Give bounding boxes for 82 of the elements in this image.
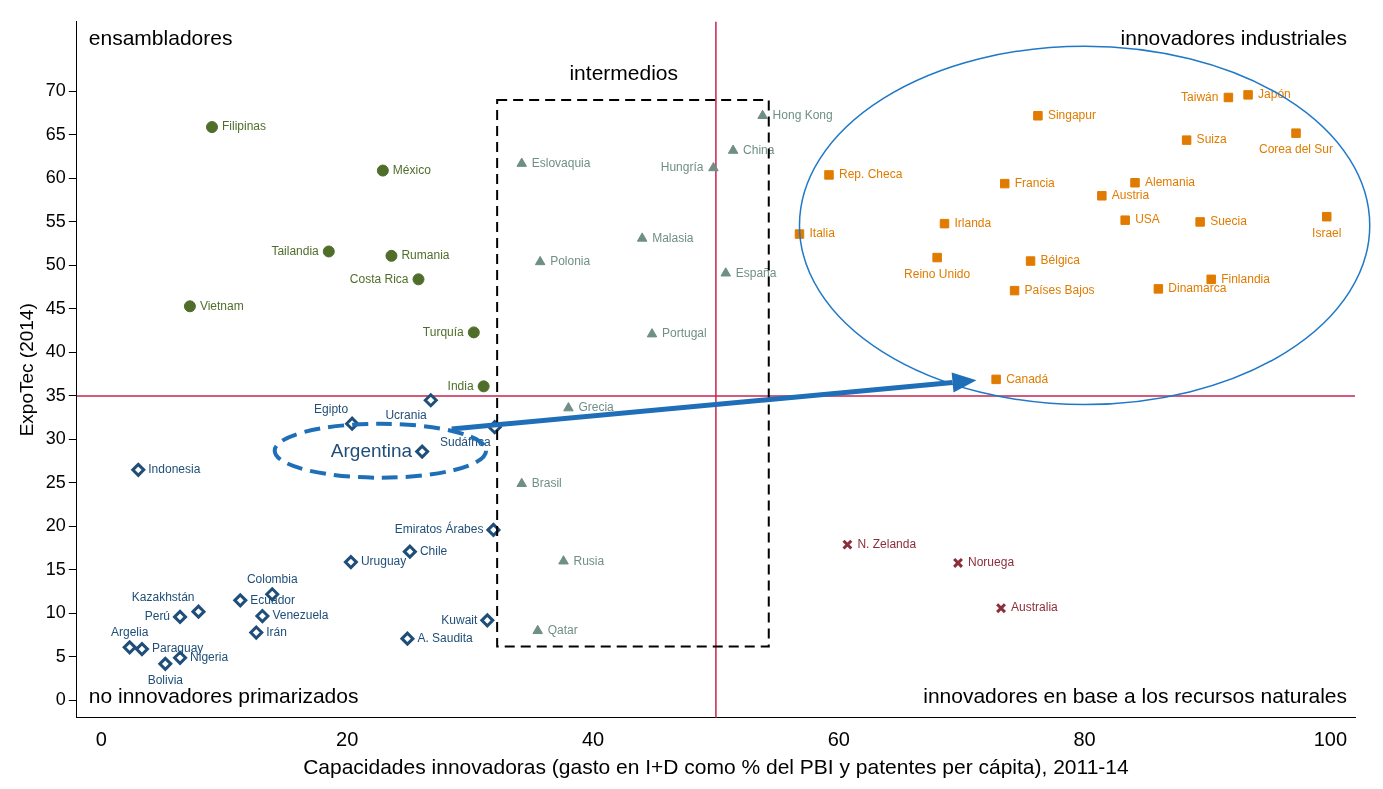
y-axis-title: ExpoTec (2014) xyxy=(15,303,37,437)
data-label: Hong Kong xyxy=(772,108,833,123)
y-tick-label: 40 xyxy=(45,341,66,362)
data-label: Perú xyxy=(144,609,171,624)
y-tick-label: 55 xyxy=(45,210,66,231)
annotation: innovadores industriales xyxy=(1120,26,1347,50)
data-label: Colombia xyxy=(246,571,298,586)
data-label: Turquía xyxy=(422,324,465,339)
data-label: Vietnam xyxy=(199,298,244,313)
data-label: Austria xyxy=(1111,188,1150,203)
data-label: Kazakhstán xyxy=(131,589,195,604)
x-tick-label: 20 xyxy=(336,728,359,751)
data-label: Portugal xyxy=(662,326,707,341)
data-label: Países Bajos xyxy=(1024,282,1095,297)
data-label: China xyxy=(743,142,775,157)
y-tick-label: 25 xyxy=(45,471,66,492)
data-label: Corea del Sur xyxy=(1258,142,1334,157)
data-label: Kuwait xyxy=(441,612,478,627)
y-tick-label: 45 xyxy=(45,297,66,318)
data-label: Irlanda xyxy=(954,215,992,230)
x-tick-label: 80 xyxy=(1073,728,1096,751)
y-tick-label: 65 xyxy=(45,123,66,144)
y-tick-label: 50 xyxy=(45,254,66,275)
data-label: Suiza xyxy=(1196,132,1227,147)
data-label: Irán xyxy=(266,624,287,639)
data-label: Canadá xyxy=(1006,371,1049,386)
data-label: Rumania xyxy=(401,248,450,263)
data-label: Alemania xyxy=(1145,175,1196,190)
data-label: Venezuela xyxy=(272,608,329,623)
data-label: Tailandia xyxy=(271,243,320,258)
data-label: Hungría xyxy=(660,160,704,175)
data-label: Eslovaquia xyxy=(531,155,591,170)
data-label: Indonesia xyxy=(148,462,201,477)
data-label: Argentina xyxy=(330,439,413,461)
data-label: Emiratos Árabes xyxy=(394,521,484,537)
data-label: Qatar xyxy=(547,623,578,638)
y-tick-label: 60 xyxy=(45,167,66,188)
data-label: A. Saudita xyxy=(417,630,474,645)
data-label: Chile xyxy=(419,543,448,558)
data-label: Ucrania xyxy=(385,407,428,422)
y-tick-label: 0 xyxy=(55,689,66,710)
annotation: innovadores en base a los recursos naturales xyxy=(923,684,1347,708)
data-label: Israel xyxy=(1312,225,1342,240)
y-tick-label: 20 xyxy=(45,515,66,536)
data-label: Taiwán xyxy=(1181,89,1219,104)
x-tick-label: 0 xyxy=(95,728,107,751)
data-label: Polonia xyxy=(550,254,591,269)
annotation: intermedios xyxy=(569,60,679,84)
data-label: Bélgica xyxy=(1040,253,1081,268)
data-label: Egipto xyxy=(314,402,349,417)
data-label: Argelia xyxy=(110,624,149,639)
data-label: Rusia xyxy=(573,553,605,568)
data-label: Australia xyxy=(1011,600,1059,615)
data-label: Francia xyxy=(1014,175,1056,190)
data-label: Reino Unido xyxy=(904,266,971,281)
data-label: USA xyxy=(1135,212,1160,227)
x-tick-label: 60 xyxy=(827,728,850,751)
data-label: España xyxy=(735,265,777,280)
data-label: Singapur xyxy=(1047,108,1096,123)
data-label: México xyxy=(392,162,432,177)
annotation: ensambladores xyxy=(88,26,233,50)
y-tick-label: 10 xyxy=(45,602,66,623)
data-label: Rep. Checa xyxy=(838,167,903,182)
x-tick-label: 40 xyxy=(581,728,605,751)
data-label: Italia xyxy=(809,226,836,241)
data-label: Costa Rica xyxy=(349,271,409,286)
data-label: Uruguay xyxy=(360,554,407,569)
x-tick-label: 100 xyxy=(1313,728,1348,751)
data-label: Suecia xyxy=(1210,214,1248,229)
y-tick-label: 30 xyxy=(45,428,66,449)
y-tick-label: 35 xyxy=(45,384,66,405)
data-label: Noruega xyxy=(968,555,1015,570)
data-label: Malasia xyxy=(652,230,694,245)
data-label: Filipinas xyxy=(222,119,267,134)
x-axis-title: Capacidades innovadoras (gasto en I+D como % del PBI y patentes per cápita), 2011-14 xyxy=(303,755,1129,779)
y-tick-label: 70 xyxy=(45,80,66,101)
data-label: Grecia xyxy=(578,400,615,415)
y-tick-label: 5 xyxy=(55,645,66,666)
data-label: Brasil xyxy=(531,476,562,491)
data-label: India xyxy=(447,378,474,393)
y-tick-label: 15 xyxy=(45,558,66,579)
data-label: N. Zelanda xyxy=(857,536,917,551)
